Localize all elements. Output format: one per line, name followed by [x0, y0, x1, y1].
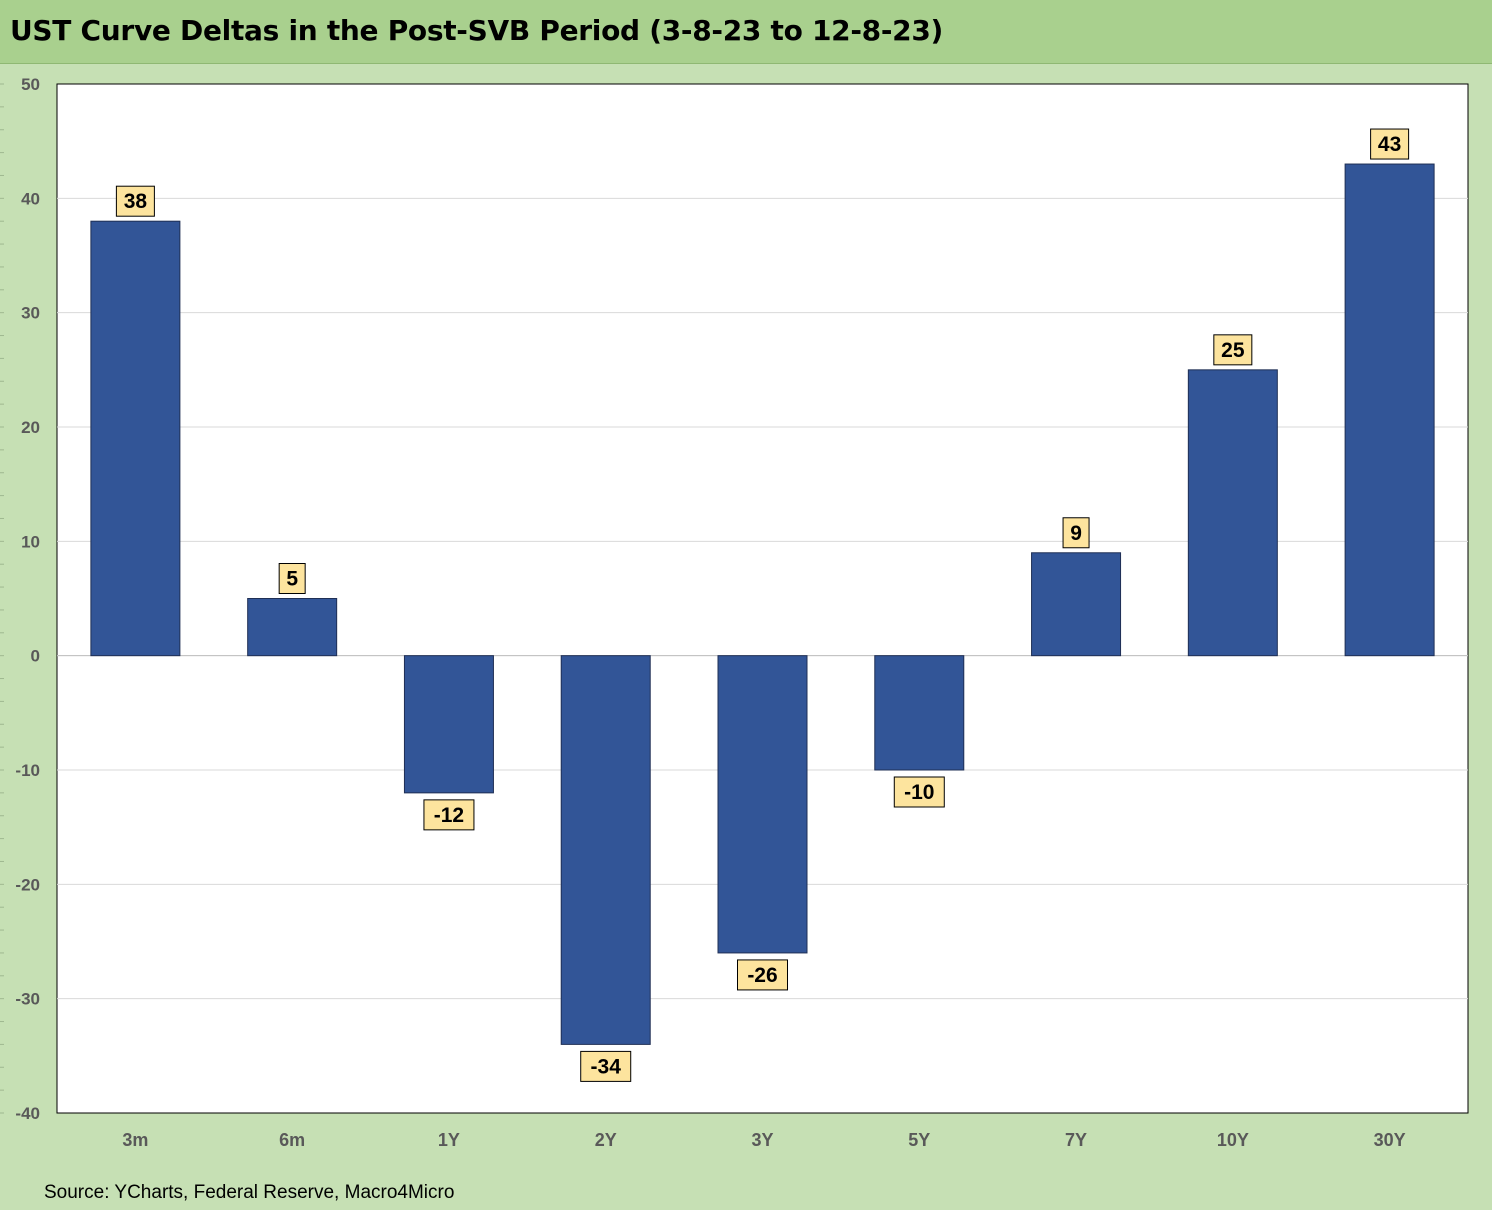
data-label: -26: [747, 964, 777, 987]
y-tick-label: 50: [21, 75, 40, 94]
y-tick-label: 10: [21, 532, 40, 551]
data-label-box: [1062, 517, 1090, 549]
data-label-box: [115, 185, 155, 217]
bar-30Y[interactable]: [1344, 163, 1435, 657]
y-tick-label: 30: [21, 304, 40, 323]
title-bar: UST Curve Deltas in the Post-SVB Period …: [0, 0, 1492, 64]
y-tick-label: 0: [31, 647, 40, 666]
y-tick-label: -20: [15, 875, 40, 894]
data-label: 43: [1378, 133, 1401, 156]
x-tick-label: 6m: [279, 1130, 305, 1150]
bar-chart: 50 40 30 20 10 0 -10 -20 -30 -40 38 3m 5 6m -12 1Y -34 2Y…: [0, 75, 1469, 1150]
source-note: Source: YCharts, Federal Reserve, Macro4…: [44, 1182, 455, 1203]
x-tick-label: 10Y: [1217, 1130, 1249, 1150]
data-label-box: [580, 1050, 632, 1082]
data-label: -34: [591, 1055, 622, 1078]
data-label: 5: [286, 568, 298, 591]
x-tick-label: 3m: [122, 1130, 148, 1150]
data-label-box: [893, 776, 945, 808]
bar-7Y[interactable]: [1031, 552, 1122, 657]
x-tick-label: 2Y: [595, 1130, 617, 1150]
data-label-box: [1213, 334, 1253, 366]
bar-1Y[interactable]: [403, 655, 494, 794]
x-tick-label: 3Y: [751, 1130, 773, 1150]
bar-6m[interactable]: [247, 598, 338, 657]
x-tick-label: 1Y: [438, 1130, 460, 1150]
y-tick-label: -10: [15, 761, 40, 780]
data-label: 38: [124, 190, 148, 213]
data-label: 25: [1221, 339, 1245, 362]
data-label-box: [423, 799, 475, 831]
data-label: -10: [904, 781, 934, 804]
y-tick-label: 20: [21, 418, 40, 437]
x-tick-label: 30Y: [1374, 1130, 1406, 1150]
data-label-box: [278, 563, 306, 594]
x-tick-label: 5Y: [908, 1130, 930, 1150]
chart-area: 50 40 30 20 10 0 -10 -20 -30 -40 38 3m 5 6m -12 1Y -34 2Y…: [0, 64, 1492, 1170]
bar-2Y[interactable]: [560, 655, 651, 1045]
bar-5Y[interactable]: [874, 655, 965, 771]
data-label: 9: [1070, 522, 1082, 545]
y-tick-label: -30: [15, 990, 40, 1009]
y-tick-label: -40: [15, 1104, 40, 1123]
data-label-box: [1370, 128, 1410, 160]
bar-3m[interactable]: [90, 220, 181, 657]
bar-3Y[interactable]: [717, 655, 808, 954]
chart-title: UST Curve Deltas in the Post-SVB Period …: [10, 14, 944, 47]
x-tick-label: 7Y: [1065, 1130, 1087, 1150]
data-label: -12: [434, 804, 464, 827]
y-tick-label: 40: [21, 189, 40, 208]
bar-10Y[interactable]: [1187, 369, 1278, 657]
data-label-box: [737, 959, 788, 991]
